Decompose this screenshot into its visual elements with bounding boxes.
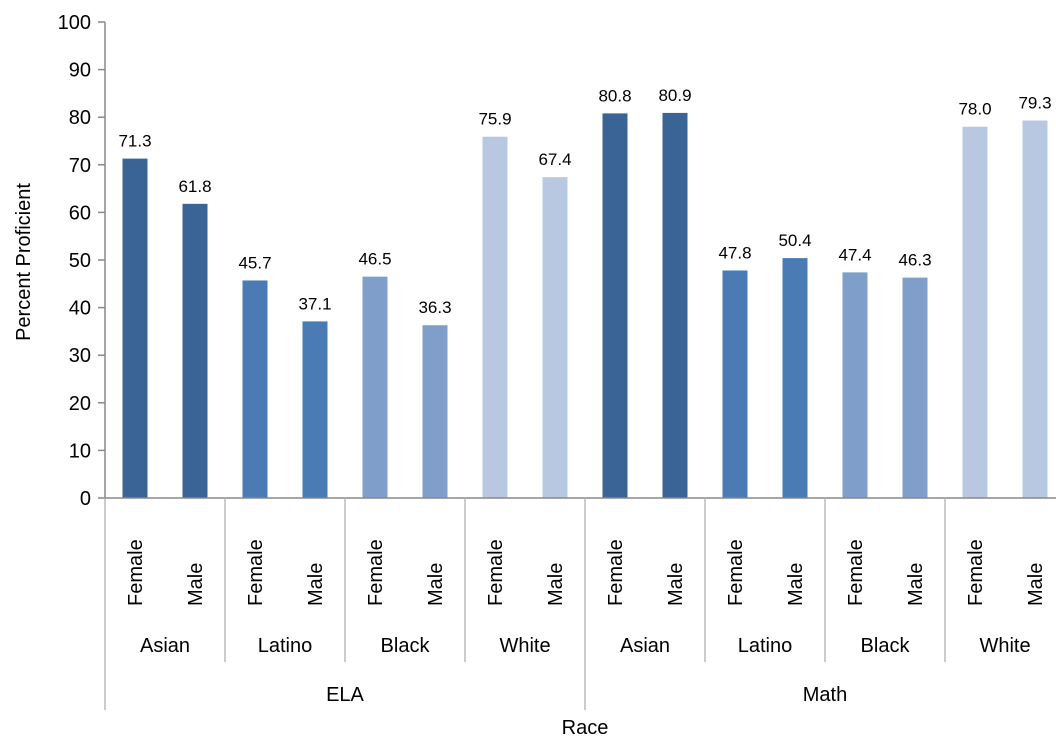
y-tick-label: 40 <box>69 298 91 320</box>
bar-math-black-male <box>902 277 928 498</box>
x-tick-label-race: Latino <box>258 635 313 657</box>
bar-math-asian-female <box>602 113 628 498</box>
x-tick-label-race: Asian <box>620 635 670 657</box>
y-tick-label: 20 <box>69 393 91 415</box>
x-tick-label-gender: Male <box>185 563 207 606</box>
x-tick-label-race: White <box>499 635 550 657</box>
bar-group <box>122 112 1048 499</box>
data-label: 47.8 <box>718 243 751 262</box>
bar-math-white-male <box>1022 120 1048 499</box>
x-tick-label-gender: Female <box>725 539 747 606</box>
data-label: 61.8 <box>178 177 211 196</box>
x-tick-label-gender: Female <box>245 539 267 606</box>
x-tick-label-subject: ELA <box>326 684 364 706</box>
data-label: 67.4 <box>538 150 571 169</box>
x-tick-label-gender: Male <box>1025 563 1047 606</box>
bar-math-latino-female <box>722 270 748 498</box>
x-tick-label-gender: Male <box>545 563 567 606</box>
x-tick-label-subject: Math <box>803 684 847 706</box>
x-tick-label-gender: Female <box>485 539 507 606</box>
y-tick-label: 30 <box>69 345 91 367</box>
x-tick-label-race: Asian <box>140 635 190 657</box>
data-label: 71.3 <box>118 132 151 151</box>
bar-ela-black-male <box>422 325 448 498</box>
bar-math-asian-male <box>662 112 688 498</box>
x-tick-label-gender: Male <box>425 563 447 606</box>
x-axis-title: Race <box>562 717 609 739</box>
bar-ela-black-female <box>362 276 388 498</box>
bar-math-black-female <box>842 272 868 498</box>
y-tick-label: 80 <box>69 107 91 129</box>
bar-ela-white-male <box>542 177 568 498</box>
y-tick-label: 90 <box>69 60 91 82</box>
data-label: 50.4 <box>778 231 811 250</box>
data-label: 75.9 <box>478 110 511 129</box>
data-label: 46.3 <box>898 251 931 270</box>
bar-math-white-female <box>962 126 988 498</box>
x-axis: Female Male Asian Female Male Latino Female Mal… <box>104 497 1056 710</box>
y-tick-label: 10 <box>69 440 91 462</box>
x-tick-label-race: Black <box>861 635 911 657</box>
x-tick-label-gender: Female <box>125 539 147 606</box>
data-label: 80.9 <box>658 86 691 105</box>
x-tick-label-gender: Female <box>365 539 387 606</box>
y-tick-label: 0 <box>80 488 91 510</box>
x-tick-label-gender: Female <box>845 539 867 606</box>
data-label: 78.0 <box>958 100 991 119</box>
y-tick-label: 100 <box>58 12 91 34</box>
data-label: 47.4 <box>838 245 871 264</box>
y-axis: 0 10 20 30 40 50 60 70 80 90 100 <box>58 12 106 510</box>
data-label-group: 71.3 61.8 45.7 37.1 46.5 36.3 75.9 67.4 80.8 80.9… <box>118 86 1051 317</box>
x-tick-label-gender: Female <box>965 539 987 606</box>
x-tick-label-gender: Female <box>605 539 627 606</box>
x-tick-label-race: Black <box>381 635 431 657</box>
data-label: 79.3 <box>1018 94 1051 113</box>
x-tick-label-gender: Male <box>785 563 807 606</box>
bar-math-latino-male <box>782 258 808 498</box>
data-label: 45.7 <box>238 253 271 272</box>
x-tick-label-race: White <box>979 635 1030 657</box>
bar-ela-asian-female <box>122 158 148 498</box>
bar-ela-asian-male <box>182 203 208 498</box>
y-axis-title: Percent Proficient <box>13 183 35 341</box>
x-tick-label-gender: Male <box>665 563 687 606</box>
bar-ela-latino-male <box>302 321 328 498</box>
y-tick-label: 60 <box>69 202 91 224</box>
data-label: 80.8 <box>598 86 631 105</box>
data-label: 36.3 <box>418 298 451 317</box>
y-tick-label: 70 <box>69 155 91 177</box>
data-label: 46.5 <box>358 250 391 269</box>
bar-ela-white-female <box>482 136 508 498</box>
data-label: 37.1 <box>298 294 331 313</box>
bar-ela-latino-female <box>242 280 268 498</box>
x-tick-label-race: Latino <box>738 635 793 657</box>
x-tick-label-gender: Male <box>305 563 327 606</box>
x-tick-label-gender: Male <box>905 563 927 606</box>
y-tick-label: 50 <box>69 250 91 272</box>
